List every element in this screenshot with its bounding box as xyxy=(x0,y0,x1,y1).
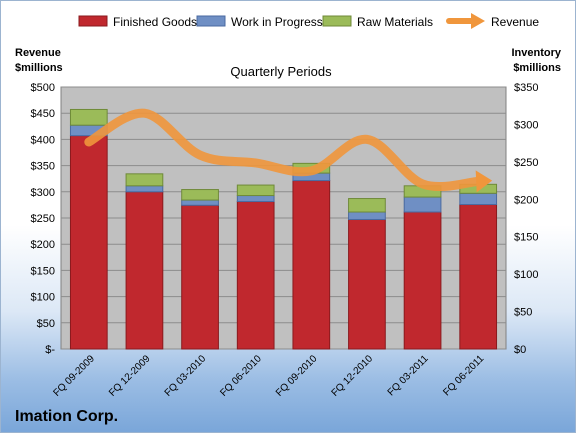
revenue-line-group xyxy=(84,108,493,193)
x-tick-label: FQ 12-2009 xyxy=(107,353,153,399)
bar-raw-materials xyxy=(125,173,164,187)
bar-work-in-progress xyxy=(125,185,164,193)
legend-label-revenue: Revenue xyxy=(491,15,539,29)
left-tick-label: $150 xyxy=(31,265,55,277)
left-axis-title-line1: Revenue xyxy=(15,47,61,59)
x-tick-label: FQ 06-2011 xyxy=(441,353,486,398)
left-tick-label: $250 xyxy=(31,213,55,225)
x-tick-label: FQ 03-2011 xyxy=(386,353,431,398)
left-tick-label: $200 xyxy=(31,239,55,251)
legend: Finished Goods Work in Progress Raw Mate… xyxy=(78,13,539,29)
revenue-line xyxy=(84,108,483,192)
x-tick-label: FQ 03-2010 xyxy=(163,353,209,399)
x-tick-label: FQ 09-2010 xyxy=(274,353,320,399)
left-tick-label: $50 xyxy=(37,318,55,330)
bar-finished-goods xyxy=(69,135,108,350)
bar-raw-materials xyxy=(181,189,219,201)
x-tick-label: FQ 09-2009 xyxy=(51,353,97,399)
x-tick-label: FQ 06-2010 xyxy=(218,353,264,399)
right-tick-label: $300 xyxy=(514,119,538,131)
right-tick-label: $250 xyxy=(514,157,538,169)
right-axis-title-line1: Inventory xyxy=(511,47,561,59)
legend-label-work-in-progress: Work in Progress xyxy=(231,15,323,29)
legend-swatch-raw-materials xyxy=(322,15,352,27)
right-tick-label: $200 xyxy=(514,194,538,206)
revenue-arrowhead xyxy=(475,170,493,193)
chart-subtitle: Quarterly Periods xyxy=(230,64,332,79)
bar-work-in-progress xyxy=(181,199,219,206)
left-tick-label: $350 xyxy=(31,161,55,173)
x-axis-ticks: FQ 09-2009 FQ 12-2009 FQ 03-2010 FQ 06-2010… xyxy=(51,353,486,399)
right-axis-title-line2: $millions xyxy=(513,62,561,74)
bar-finished-goods xyxy=(348,218,386,350)
bar-finished-goods xyxy=(292,180,331,350)
bar-finished-goods xyxy=(236,201,275,350)
right-axis-ticks: $0 $50 $100 $150 $200 $250 $300 $350 xyxy=(514,82,538,356)
left-axis-ticks: $- $50 $100 $150 $200 $250 $300 $350 $400 $450 $50… xyxy=(31,82,56,356)
right-tick-label: $100 xyxy=(514,269,538,281)
bar-work-in-progress xyxy=(236,195,275,203)
bar-work-in-progress xyxy=(459,192,498,206)
left-tick-label: $500 xyxy=(31,82,55,94)
right-tick-label: $350 xyxy=(514,82,538,94)
bar-raw-materials xyxy=(236,184,275,197)
left-axis-title-line2: $millions xyxy=(15,62,63,74)
right-tick-label: $50 xyxy=(514,307,532,319)
legend-swatch-work-in-progress xyxy=(196,15,226,27)
bar-finished-goods xyxy=(403,211,442,350)
bar-work-in-progress xyxy=(403,196,442,213)
x-tick-label: FQ 12-2010 xyxy=(330,353,376,399)
bar-finished-goods xyxy=(181,204,219,350)
right-tick-label: $0 xyxy=(514,344,526,356)
legend-label-raw-materials: Raw Materials xyxy=(357,15,433,29)
legend-swatch-revenue-arrowhead xyxy=(471,13,485,29)
company-name: Imation Corp. xyxy=(15,408,118,425)
bar-finished-goods xyxy=(459,204,498,350)
left-tick-label: $100 xyxy=(31,292,55,304)
bar-raw-materials xyxy=(69,108,108,126)
left-tick-label: $400 xyxy=(31,134,55,146)
bar-work-in-progress xyxy=(348,211,386,220)
left-tick-label: $300 xyxy=(31,187,55,199)
bar-raw-materials xyxy=(348,198,386,213)
legend-swatch-finished-goods xyxy=(78,15,108,27)
bar-finished-goods xyxy=(125,191,164,350)
bars xyxy=(69,108,498,350)
left-tick-label: $- xyxy=(45,344,55,356)
legend-label-finished-goods: Finished Goods xyxy=(113,15,197,29)
left-tick-label: $450 xyxy=(31,108,55,120)
right-tick-label: $150 xyxy=(514,232,538,244)
